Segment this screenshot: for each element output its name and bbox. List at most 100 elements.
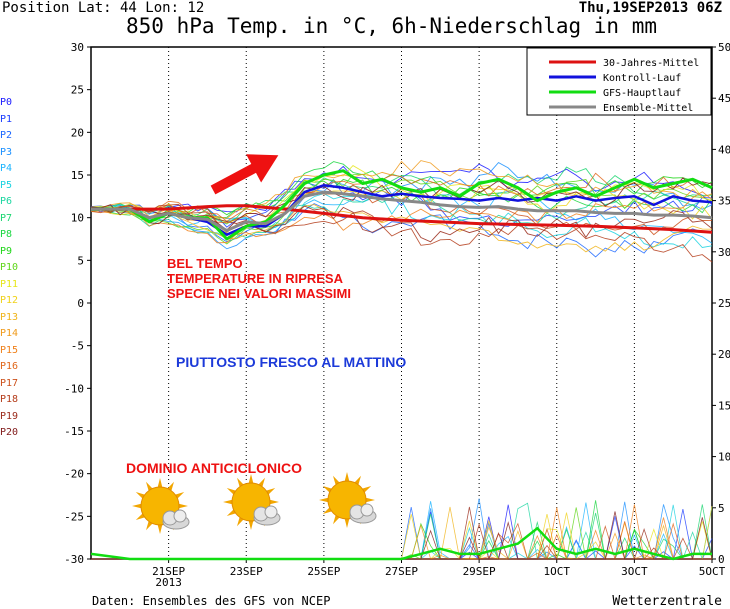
legend-label: 30-Jahres-Mittel [603, 58, 699, 69]
y-tick-label: -10 [64, 382, 84, 395]
cloud [264, 505, 278, 519]
sun-ray [248, 474, 254, 484]
y-tick-label: -25 [64, 510, 84, 523]
member-label: P20 [0, 427, 19, 438]
sun-ray [269, 499, 279, 505]
y2-tick-label: 50 [718, 41, 730, 54]
sun-ray [237, 477, 244, 487]
legend-label: GFS-Hauptlauf [603, 88, 681, 99]
y2-tick-label: 40 [718, 143, 730, 156]
member-label: P2 [0, 130, 13, 141]
y2-tick-label: 30 [718, 246, 730, 259]
member-line [90, 191, 713, 244]
x-tick-label: 21SEP [152, 565, 185, 578]
y-tick-label: 30 [71, 41, 84, 54]
sun-ray [226, 509, 236, 516]
y-tick-label: 25 [71, 84, 84, 97]
sun-ray [333, 475, 340, 485]
member-label: P13 [0, 311, 19, 323]
legend-label: Ensemble-Mittel [603, 103, 693, 114]
legend-box [526, 47, 712, 116]
series-line [91, 204, 713, 234]
sun-ray [178, 503, 188, 509]
sun-ray [135, 492, 145, 499]
y2-tick-label: 45 [718, 92, 730, 105]
annotation-bel-tempo: BEL TEMPO TEMPERATURE IN RIPRESA SPECIE … [167, 256, 351, 301]
member-label: P18 [0, 394, 19, 405]
sun-cloud-icon [223, 474, 281, 530]
sun-ray [223, 499, 233, 505]
x-tick-label: 1OCT [544, 565, 571, 578]
y-tick-label: 10 [71, 212, 84, 225]
sun-ray [344, 518, 350, 528]
legend: 30-Jahres-Mittel Kontroll-Lauf GFS-Hauptla… [526, 47, 712, 116]
sun-ray [157, 524, 163, 534]
annotation-fresco: PIUTTOSTO FRESCO AL MATTINO [176, 354, 407, 370]
sun-ray [248, 520, 254, 530]
y2-tick-label: 5 [718, 502, 725, 515]
sun-ray [322, 486, 332, 493]
member-label: P10 [0, 262, 19, 273]
member-label: P14 [0, 328, 19, 339]
member-label: P16 [0, 361, 19, 372]
member-label: P5 [0, 179, 13, 191]
sun-ray [344, 472, 350, 482]
member-line [90, 204, 713, 253]
cloud [173, 509, 187, 523]
cloud [360, 503, 374, 517]
run-date-label: Thu,19SEP2013 06Z [578, 0, 722, 16]
x-tick-label: 27SEP [385, 565, 418, 578]
arrow-head [246, 154, 279, 183]
arrow-icon [210, 154, 279, 195]
x-tick-label: 3OCT [621, 565, 648, 578]
sun-ray [365, 497, 375, 503]
y2-tick-label: 0 [718, 553, 725, 566]
y-tick-label: 5 [77, 254, 84, 267]
y-tick-label: 20 [71, 126, 84, 139]
sun-ray [167, 481, 174, 491]
member-label: P3 [0, 146, 13, 158]
sun-ray [319, 497, 329, 503]
sun-ray [237, 517, 244, 527]
sun-cloud-icon [132, 478, 190, 534]
member-label: P12 [0, 295, 19, 306]
sun-ray [266, 488, 276, 495]
sun-ray [322, 507, 332, 514]
member-label: P11 [0, 278, 19, 290]
member-label: P7 [0, 212, 13, 224]
series-line [91, 183, 713, 236]
site-label: Wetterzentrale [612, 594, 722, 609]
sun-ray [333, 515, 340, 525]
x-tick-label: 25SEP [307, 565, 340, 578]
sun-ray [135, 513, 145, 520]
annotation-line-1: BEL TEMPO [167, 256, 243, 271]
x-tick-label: 23SEP [230, 565, 263, 578]
member-label: P17 [0, 377, 19, 389]
y2-tick-label: 10 [718, 451, 730, 464]
sun-ray [258, 477, 265, 487]
member-label: P9 [0, 245, 13, 257]
y2-tick-label: 15 [718, 399, 730, 412]
sun-ray [132, 503, 142, 509]
member-line [90, 173, 713, 245]
sun-ray [226, 488, 236, 495]
member-label: P1 [0, 113, 13, 125]
y-tick-label: 15 [71, 169, 84, 182]
annotation-line-2: TEMPERATURE IN RIPRESA [167, 271, 343, 286]
legend-label: Kontroll-Lauf [603, 73, 681, 84]
x-tick-label: 5OCT [699, 565, 726, 578]
annotation-dominio: DOMINIO ANTICICLONICO [126, 460, 303, 476]
member-label: P8 [0, 229, 13, 240]
sun-ray [157, 478, 163, 488]
data-source-label: Daten: Ensembles des GFS von NCEP [92, 594, 331, 608]
member-label: P19 [0, 410, 19, 422]
position-label: Position Lat: 44 Lon: 12 [2, 0, 205, 16]
arrow-shaft [210, 163, 258, 195]
member-label: P4 [0, 163, 13, 174]
precip-line [90, 526, 712, 561]
sun-ray [354, 475, 361, 485]
member-label: P6 [0, 196, 13, 207]
sun-ray [146, 521, 153, 531]
sun-cloud-icon [319, 472, 377, 528]
sun-ray [362, 486, 372, 493]
